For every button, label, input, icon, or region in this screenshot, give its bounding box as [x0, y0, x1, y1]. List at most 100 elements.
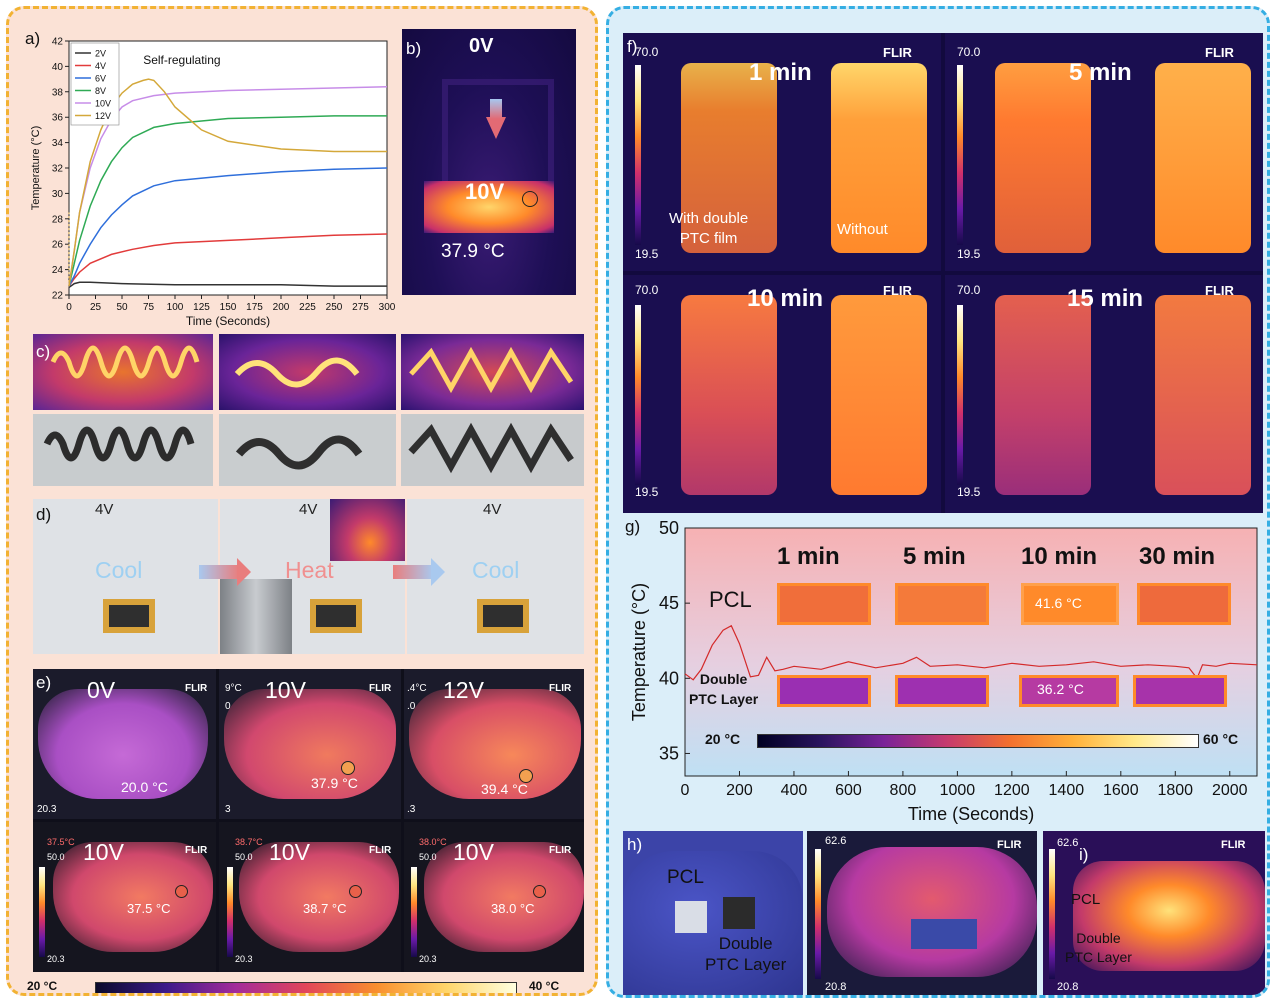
cup-without-film: [831, 63, 927, 253]
f-time-3: 10 min: [747, 285, 824, 312]
e-edge-mid-1: 0: [225, 701, 231, 712]
cup-with-film: [995, 63, 1091, 253]
ir-inset: [330, 499, 405, 561]
arrow-right-head: [237, 558, 251, 586]
y-tick-label: 28: [52, 214, 64, 225]
flir-logo: FLIR: [185, 683, 208, 694]
ir-serpentine: [33, 334, 213, 410]
pcl-inset-3: [1021, 583, 1119, 625]
f-max-1: 70.0: [635, 45, 659, 59]
f-max-4: 70.0: [957, 283, 981, 297]
f-min-1: 19.5: [635, 247, 659, 261]
e-corner-2: .3: [407, 804, 416, 815]
y-tick-label: 24: [52, 265, 64, 276]
flir-logo: FLIR: [1205, 45, 1234, 60]
e-temp-0: 20.0 °C: [121, 779, 168, 795]
series-line-4V: [68, 233, 388, 287]
legend-label-6V: 6V: [95, 74, 106, 84]
right-figure-panel: f) 70.0 19.5 70.0 19.5 70.0 19.5 70.0 19…: [606, 6, 1270, 998]
x-tick-label: 1600: [1103, 782, 1139, 799]
x-axis-label: Time (Seconds): [186, 314, 270, 328]
f-min-2: 19.5: [957, 247, 981, 261]
label-e: e): [36, 673, 52, 692]
e-edge-mid-2: .0: [407, 701, 416, 712]
e-frame-b1: [33, 822, 216, 972]
ptc-sample: [723, 897, 755, 929]
x-tick-label: 25: [90, 302, 102, 313]
ptc-inset-4: [1133, 675, 1227, 707]
f-min-3: 19.5: [635, 485, 659, 499]
ir-script: [219, 334, 396, 410]
photo-d-cool2: [407, 499, 584, 654]
e-min-b2: 20.3: [235, 954, 253, 964]
photo-d-heat: [220, 499, 405, 654]
photo-h: [623, 831, 803, 995]
hand-shape: [239, 842, 399, 952]
x-tick-label: 1800: [1157, 782, 1193, 799]
cup-without-film: [1155, 295, 1251, 495]
label-i: i): [1079, 845, 1089, 864]
cup-with-film: [681, 63, 777, 253]
e-corner-0: 20.3: [37, 804, 57, 815]
b-top-voltage: 0V: [469, 35, 494, 57]
e-temp-b3: 38.0 °C: [491, 901, 535, 916]
hand-shape: [38, 689, 208, 799]
y-axis-label: Temperature (°C): [30, 126, 42, 210]
g-pcl-inset-temp: 41.6 °C: [1035, 595, 1082, 611]
x-tick-label: 100: [167, 302, 184, 313]
flir-logo: FLIR: [185, 845, 208, 856]
e-corner-1: 3: [225, 804, 231, 815]
gloved-hand: [623, 851, 803, 995]
e-temp-1: 37.9 °C: [311, 775, 358, 791]
photo-serpentine: [33, 414, 213, 486]
hand-shape: [827, 847, 1037, 977]
g-time-4: 30 min: [1139, 543, 1216, 570]
heat-cylinder: [220, 579, 292, 654]
y-tick-label: 36: [52, 113, 64, 124]
i-max: 62.6: [1057, 837, 1079, 849]
x-tick-label: 1200: [994, 782, 1030, 799]
x-tick-label: 275: [352, 302, 369, 313]
x-tick-label: 225: [299, 302, 316, 313]
e-max-b3: 50.0: [419, 852, 437, 862]
e-spot-b2: 38.7°C: [235, 837, 263, 847]
x-tick-label: 125: [193, 302, 210, 313]
series-line-2V: [68, 281, 387, 289]
heated-strip: [424, 181, 554, 233]
d-cool-2: Cool: [472, 557, 520, 583]
g-scale-max: 60 °C: [1203, 731, 1239, 747]
x-tick-label: 200: [273, 302, 290, 313]
spot-marker: [533, 885, 546, 898]
ptc-inset-1: [777, 675, 871, 707]
e-scale-max: 40 °C: [529, 979, 560, 993]
pcl-inset-2: [895, 583, 989, 625]
label-g: g): [625, 517, 641, 536]
b-temperature: 37.9 °C: [441, 241, 505, 262]
e-temp-b1: 37.5 °C: [127, 901, 171, 916]
x-tick-label: 0: [66, 302, 72, 313]
e-frame-b2: [219, 822, 401, 972]
e-voltage-2: 12V: [443, 677, 484, 703]
pcl-inset-1: [777, 583, 871, 625]
ir-i: [1043, 831, 1265, 995]
i-min: 20.8: [1057, 981, 1079, 993]
flir-logo: FLIR: [883, 45, 912, 60]
flir-logo: FLIR: [1221, 839, 1246, 851]
cup-with-film: [681, 295, 777, 495]
y-tick-label: 35: [659, 743, 679, 763]
e-temp-2: 39.4 °C: [481, 781, 528, 797]
g-scale-min: 20 °C: [705, 731, 741, 747]
g-colorbar: [757, 734, 1199, 748]
x-tick-label: 250: [326, 302, 343, 313]
series-line-6V: [68, 167, 388, 287]
cup-with-film: [995, 295, 1091, 495]
arrow-down-icon: [486, 117, 506, 139]
e-voltage-b3: 10V: [453, 839, 494, 865]
colorbar: [635, 305, 641, 485]
colorbar: [227, 867, 233, 957]
hand-shape: [409, 689, 581, 799]
e-frame-0v: [33, 669, 216, 819]
e-max-b2: 50.0: [235, 852, 253, 862]
label-h: h): [627, 835, 643, 854]
f-with-label: With double PTC film: [669, 210, 749, 247]
